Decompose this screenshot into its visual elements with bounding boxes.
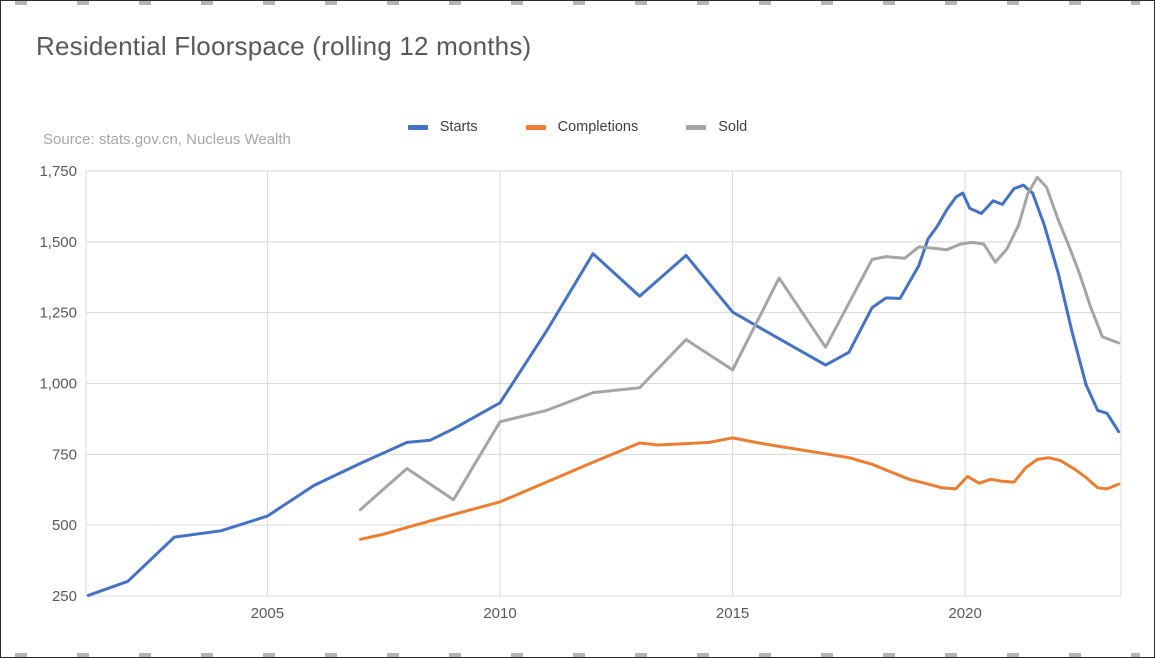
x-axis-tick-label: 2015 [716,605,749,622]
legend-dash-icon [407,124,428,130]
series-line-sold [358,175,1121,512]
y-axis-tick-label: 1,000 [39,376,77,393]
x-axis-tick-label: 2010 [483,605,516,622]
legend-dash-icon [525,124,546,130]
legend-label-sold: Sold [718,119,748,135]
legend: Starts Completions Sold [1,119,1154,135]
legend-label-completions: Completions [557,119,639,135]
source-note: Source: stats.gov.cn, Nucleus Wealth [43,131,291,148]
y-axis-tick-label: 250 [52,588,77,605]
x-axis-tick-label: 2005 [251,605,284,622]
legend-dash-icon [686,124,707,130]
legend-item-sold[interactable]: Sold [686,119,747,135]
legend-label-starts: Starts [439,119,478,135]
legend-item-starts[interactable]: Starts [407,119,478,135]
top-edge-artifacts [15,1,1140,5]
y-axis-tick-label: 1,250 [39,305,77,322]
y-axis-tick-label: 1,750 [39,163,77,180]
legend-item-completions[interactable]: Completions [525,119,639,135]
x-axis-tick-label: 2020 [948,605,981,622]
y-axis-tick-label: 750 [52,446,77,463]
y-axis-tick-label: 500 [52,517,77,534]
y-axis-tick-label: 1,500 [39,234,77,251]
series-line-starts [86,183,1121,597]
chart-title: Residential Floorspace (rolling 12 month… [36,31,532,61]
series-line-completions [358,436,1121,541]
bottom-edge-artifacts [15,653,1140,657]
